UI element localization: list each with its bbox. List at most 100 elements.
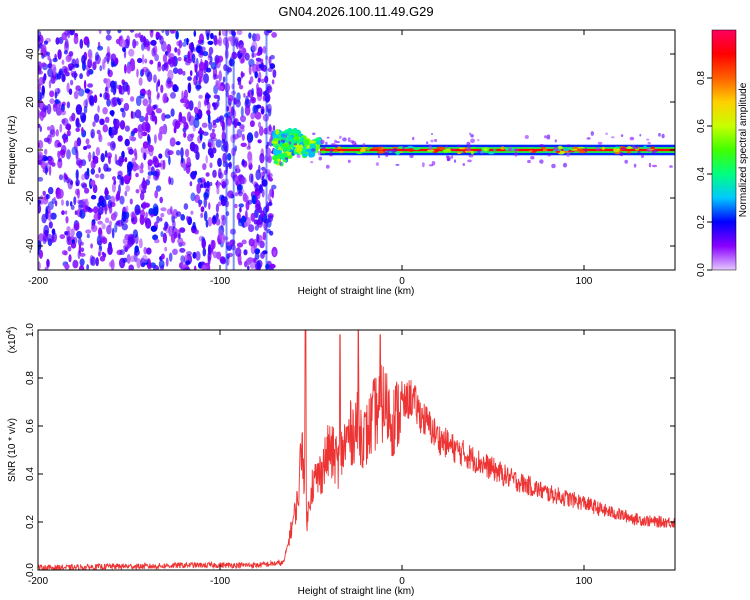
- heatmap-cell: [133, 164, 138, 169]
- heatmap-cell: [132, 38, 137, 49]
- heatmap-cell: [174, 120, 181, 129]
- heatmap-cell: [339, 150, 344, 154]
- heatmap-cell: [70, 228, 75, 237]
- heatmap-cell: [384, 151, 390, 155]
- heatmap-cell: [44, 148, 48, 155]
- heatmap-cell: [81, 173, 86, 181]
- heatmap-cell: [254, 183, 260, 192]
- heatmap-cell: [254, 260, 261, 270]
- heatmap-cell: [366, 148, 370, 151]
- heatmap-cell: [234, 203, 238, 209]
- heatmap-cell: [468, 154, 474, 158]
- heatmap-cell: [144, 58, 148, 64]
- heatmap-cell: [90, 194, 97, 200]
- heatmap-cell: [97, 105, 100, 113]
- heatmap-cell: [201, 236, 205, 242]
- heatmap-cell: [306, 148, 313, 153]
- heatmap-cell: [217, 181, 220, 189]
- heatmap-cell: [335, 144, 338, 149]
- heatmap-cell: [48, 221, 53, 229]
- heatmap-cell: [251, 173, 254, 185]
- heatmap-cell: [205, 154, 208, 164]
- heatmap-cell: [275, 128, 280, 135]
- heatmap-cell: [41, 62, 47, 67]
- heatmap-cell: [200, 212, 204, 219]
- heatmap-cell: [50, 212, 57, 220]
- heatmap-cell: [222, 76, 226, 83]
- heatmap-cell: [146, 104, 153, 115]
- heatmap-cell: [83, 79, 87, 90]
- heatmap-cell: [288, 141, 292, 145]
- heatmap-cell: [284, 157, 288, 160]
- heatmap-cell: [196, 183, 202, 194]
- heatmap-cell: [562, 162, 568, 168]
- heatmap-cell: [69, 79, 74, 86]
- heatmap-cell: [126, 65, 132, 74]
- svg-text:(x104): (x104): [6, 327, 18, 354]
- heatmap-cell: [547, 153, 551, 157]
- heatmap-cell: [64, 41, 69, 53]
- heatmap-cell: [102, 58, 105, 70]
- heatmap-cell: [334, 139, 337, 144]
- heatmap-cell: [177, 237, 184, 245]
- heatmap-cell: [75, 169, 79, 181]
- heatmap-cell: [163, 226, 167, 231]
- heatmap-cell: [63, 133, 66, 144]
- heatmap-cell: [325, 164, 330, 169]
- heatmap-cell: [189, 141, 196, 152]
- heatmap-cell: [156, 215, 160, 224]
- heatmap-cell: [247, 138, 251, 149]
- heatmap-cell: [238, 203, 244, 208]
- heatmap-cell: [65, 200, 69, 207]
- y-tick-label: 0.4: [25, 467, 36, 481]
- heatmap-cell: [71, 146, 78, 156]
- heatmap-cell: [58, 174, 64, 181]
- heatmap-cell: [131, 217, 135, 222]
- heatmap-cell: [300, 136, 304, 142]
- heatmap-cell: [183, 203, 189, 210]
- heatmap-cell: [122, 46, 126, 52]
- heatmap-cell: [453, 159, 457, 163]
- x-tick-label: -200: [28, 276, 48, 287]
- heatmap-cell: [78, 264, 85, 270]
- heatmap-cell: [643, 145, 647, 149]
- heatmap-cell: [210, 239, 215, 250]
- y-tick-label: 40: [25, 48, 36, 60]
- heatmap-cell: [544, 135, 547, 139]
- heatmap-cell: [194, 194, 200, 204]
- heatmap-cell: [108, 261, 113, 267]
- heatmap-cell: [385, 153, 389, 158]
- heatmap-cell: [92, 184, 98, 194]
- y-tick-label: 20: [25, 96, 36, 108]
- heatmap-cell: [629, 136, 635, 141]
- heatmap-cell: [217, 85, 224, 91]
- heatmap-cell: [75, 118, 79, 128]
- heatmap-cell: [318, 156, 323, 161]
- heatmap-cell: [213, 94, 219, 99]
- heatmap-cell: [251, 51, 255, 59]
- heatmap-cell: [256, 234, 263, 244]
- heatmap-cell: [280, 139, 286, 143]
- heatmap-cell: [238, 218, 242, 223]
- heatmap-cell: [175, 211, 182, 217]
- heatmap-marks: [38, 30, 675, 270]
- heatmap-cell: [268, 177, 273, 182]
- heatmap-cell: [105, 52, 111, 63]
- heatmap-cell: [273, 250, 276, 256]
- heatmap-cell: [566, 144, 571, 147]
- heatmap-cell: [186, 156, 191, 166]
- heatmap-cell: [70, 70, 76, 76]
- heatmap-cell: [220, 120, 224, 127]
- heatmap-cell: [145, 112, 149, 124]
- heatmap-cell: [69, 30, 75, 36]
- heatmap-cell: [108, 205, 113, 214]
- heatmap-cell: [467, 144, 471, 149]
- heatmap-cell: [567, 150, 575, 153]
- heatmap-cell: [218, 168, 222, 179]
- heatmap-cell: [412, 136, 415, 141]
- heatmap-cell: [470, 146, 477, 149]
- heatmap-cell: [141, 121, 148, 132]
- heatmap-cell: [124, 190, 128, 197]
- heatmap-cell: [140, 191, 145, 201]
- heatmap-cell: [325, 141, 328, 145]
